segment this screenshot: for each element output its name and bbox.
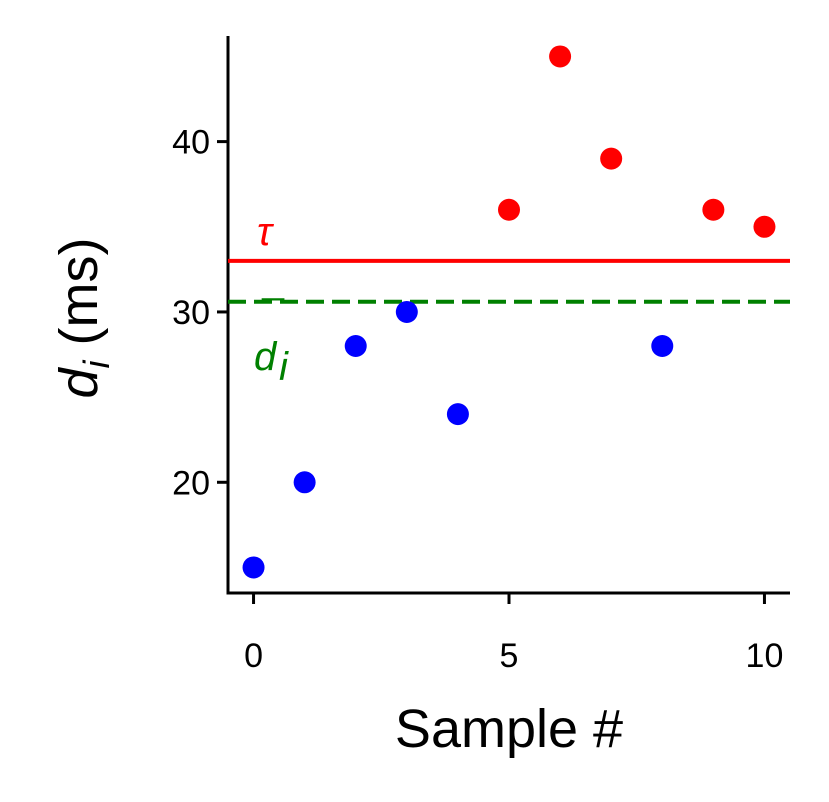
mean-annotation-subscript: i [279,345,289,389]
y-axis-label-subscript: i [76,359,117,368]
data-point-above [600,147,623,170]
tau-annotation: τ [257,210,275,254]
y-tick-label: 40 [172,124,210,162]
x-tick-label: 5 [500,637,519,675]
axes [217,36,790,604]
tick-labels: 0 5 10 20 30 40 [172,124,783,675]
mean-annotation-accent: ¯ [261,295,285,339]
x-axis-label: Sample # [395,699,623,759]
data-point-above [702,198,725,221]
x-tick-label: 0 [244,637,263,675]
x-tick-label: 10 [746,637,784,675]
data-point-below [651,335,674,358]
mean-annotation: ¯ d i [254,295,289,389]
data-points [242,45,776,579]
y-axis-label-main: d [49,367,109,399]
y-axis-label: di (ms) [49,238,117,399]
data-point-below [344,335,367,358]
y-axis-label-unit: (ms) [49,238,109,361]
y-tick-label: 20 [172,464,210,502]
data-point-below [293,471,316,494]
mean-annotation-symbol: d [254,335,278,379]
data-point-below [446,403,469,426]
reference-lines [228,258,790,304]
data-point-above [498,198,520,221]
data-point-below [395,300,418,323]
data-point-below [242,556,265,579]
data-point-above [753,215,776,238]
data-point-above [549,45,572,68]
y-tick-label: 30 [172,294,210,332]
